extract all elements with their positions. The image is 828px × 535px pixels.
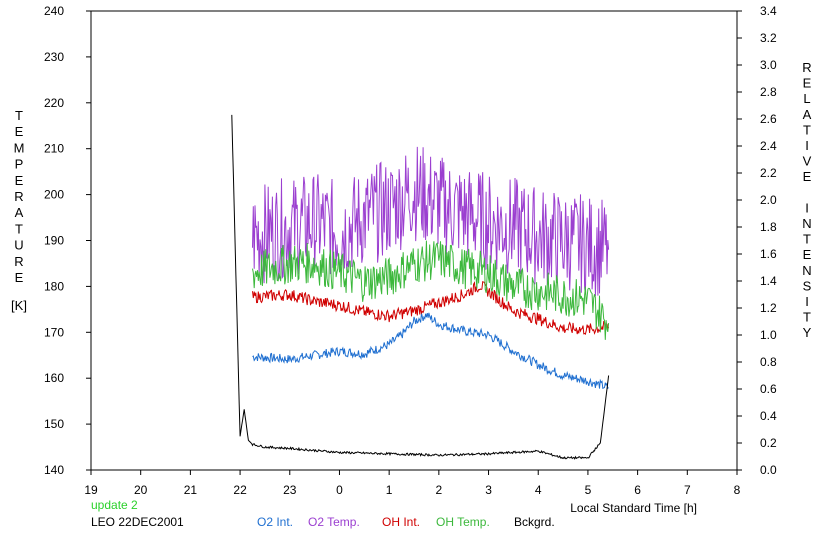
legend-entry: OH Temp.: [436, 515, 490, 529]
axis-title-letter: N: [802, 216, 811, 231]
y-right-tick-label: 3.2: [760, 31, 777, 45]
legend-entry: O2 Int.: [257, 515, 293, 529]
x-tick-label: 22: [233, 483, 247, 497]
y-right-tick-label: 0.8: [760, 355, 777, 369]
x-tick-label: 7: [684, 483, 691, 497]
station-label: LEO 22DEC2001: [91, 515, 184, 529]
series-layer: [231, 114, 610, 460]
legend-entry: Bckgrd.: [514, 515, 555, 529]
y-right-tick-label: 1.2: [760, 301, 777, 315]
plot-frame: [90, 10, 738, 471]
x-tick-label: 2: [436, 483, 443, 497]
axis-title-letter: I: [805, 200, 809, 215]
axis-title-letter: R: [14, 254, 23, 269]
series-line-o2-int: [252, 312, 609, 390]
axis-title-letter: Y: [803, 325, 812, 340]
tick-layer: 19 20 21 22 23 0 1 2 3 4 5 6 7 8140150160170180190200…: [44, 4, 777, 497]
x-tick-label: 0: [336, 483, 343, 497]
axis-title-letter: E: [15, 124, 24, 139]
y-left-tick-label: 230: [44, 50, 64, 64]
axis-title-letter: P: [15, 157, 24, 172]
y-left-tick-label: 140: [44, 463, 64, 477]
x-tick-label: 8: [734, 483, 741, 497]
y-axis-unit-left: [K]: [11, 298, 27, 313]
axis-title-letter: T: [15, 221, 23, 236]
y-right-tick-label: 0.6: [760, 382, 777, 396]
y-left-tick-label: 200: [44, 188, 64, 202]
axis-title-letter: E: [803, 247, 812, 262]
axis-title-letter: R: [802, 60, 811, 75]
y-right-tick-label: 3.0: [760, 58, 777, 72]
x-axis-title: Local Standard Time [h]: [570, 501, 697, 515]
x-tick-label: 3: [485, 483, 492, 497]
axis-title-letter: S: [803, 278, 812, 293]
axis-title-letter: A: [803, 107, 812, 122]
axis-title-letter: A: [15, 205, 24, 220]
y-left-tick-label: 210: [44, 142, 64, 156]
y-right-tick-label: 2.2: [760, 166, 777, 180]
series-line-bckgrd: [231, 114, 610, 460]
x-tick-label: 19: [84, 483, 98, 497]
axis-title-letter: T: [803, 232, 811, 247]
update-label: update 2: [91, 498, 138, 512]
y-right-tick-label: 1.8: [760, 220, 777, 234]
series-line-o2-temp: [252, 146, 610, 297]
axis-title-letter: T: [803, 310, 811, 325]
y-right-tick-label: 0.0: [760, 463, 777, 477]
x-tick-label: 5: [585, 483, 592, 497]
y-left-tick-label: 240: [44, 4, 64, 18]
y-left-tick-label: 180: [44, 279, 64, 293]
y-left-tick-label: 170: [44, 325, 64, 339]
axis-title-letter: E: [15, 270, 24, 285]
y-right-tick-label: 1.6: [760, 247, 777, 261]
x-tick-label: 20: [134, 483, 148, 497]
y-right-tick-label: 2.4: [760, 139, 777, 153]
y-left-tick-label: 190: [44, 234, 64, 248]
axis-title-letter: E: [15, 173, 24, 188]
axis-title-letter: I: [805, 138, 809, 153]
x-tick-label: 1: [386, 483, 393, 497]
legend-entry: OH Int.: [382, 515, 420, 529]
x-tick-label: 6: [634, 483, 641, 497]
y-right-tick-label: 0.2: [760, 436, 777, 450]
y-left-tick-label: 220: [44, 96, 64, 110]
y-left-tick-label: 160: [44, 371, 64, 385]
axis-title-letter: M: [14, 140, 25, 155]
axis-title-letter: N: [802, 263, 811, 278]
y-right-tick-label: 2.6: [760, 112, 777, 126]
axis-title-letter: T: [803, 122, 811, 137]
axis-title-letter: E: [803, 76, 812, 91]
axis-title-letter: U: [14, 238, 23, 253]
y-right-tick-label: 1.4: [760, 274, 777, 288]
x-tick-label: 23: [283, 483, 297, 497]
x-tick-label: 21: [184, 483, 198, 497]
series-line-oh-temp: [252, 240, 610, 340]
y-right-tick-label: 0.4: [760, 409, 777, 423]
axis-title-letter: E: [803, 169, 812, 184]
series-line-oh-int: [252, 280, 610, 335]
axis-title-letter: T: [15, 108, 23, 123]
axis-title-letter: I: [805, 294, 809, 309]
y-right-tick-label: 2.0: [760, 193, 777, 207]
axis-title-letter: R: [14, 189, 23, 204]
y-right-tick-label: 2.8: [760, 85, 777, 99]
y-left-tick-label: 150: [44, 417, 64, 431]
axis-title-letter: V: [803, 154, 812, 169]
axis-title-letter: L: [803, 91, 810, 106]
legend-entry: O2 Temp.: [308, 515, 360, 529]
y-right-tick-label: 1.0: [760, 328, 777, 342]
y-right-tick-label: 3.4: [760, 4, 777, 18]
legend: O2 Int. O2 Temp. OH Int. OH Temp. Bckgrd.: [257, 515, 555, 529]
x-tick-label: 4: [535, 483, 542, 497]
